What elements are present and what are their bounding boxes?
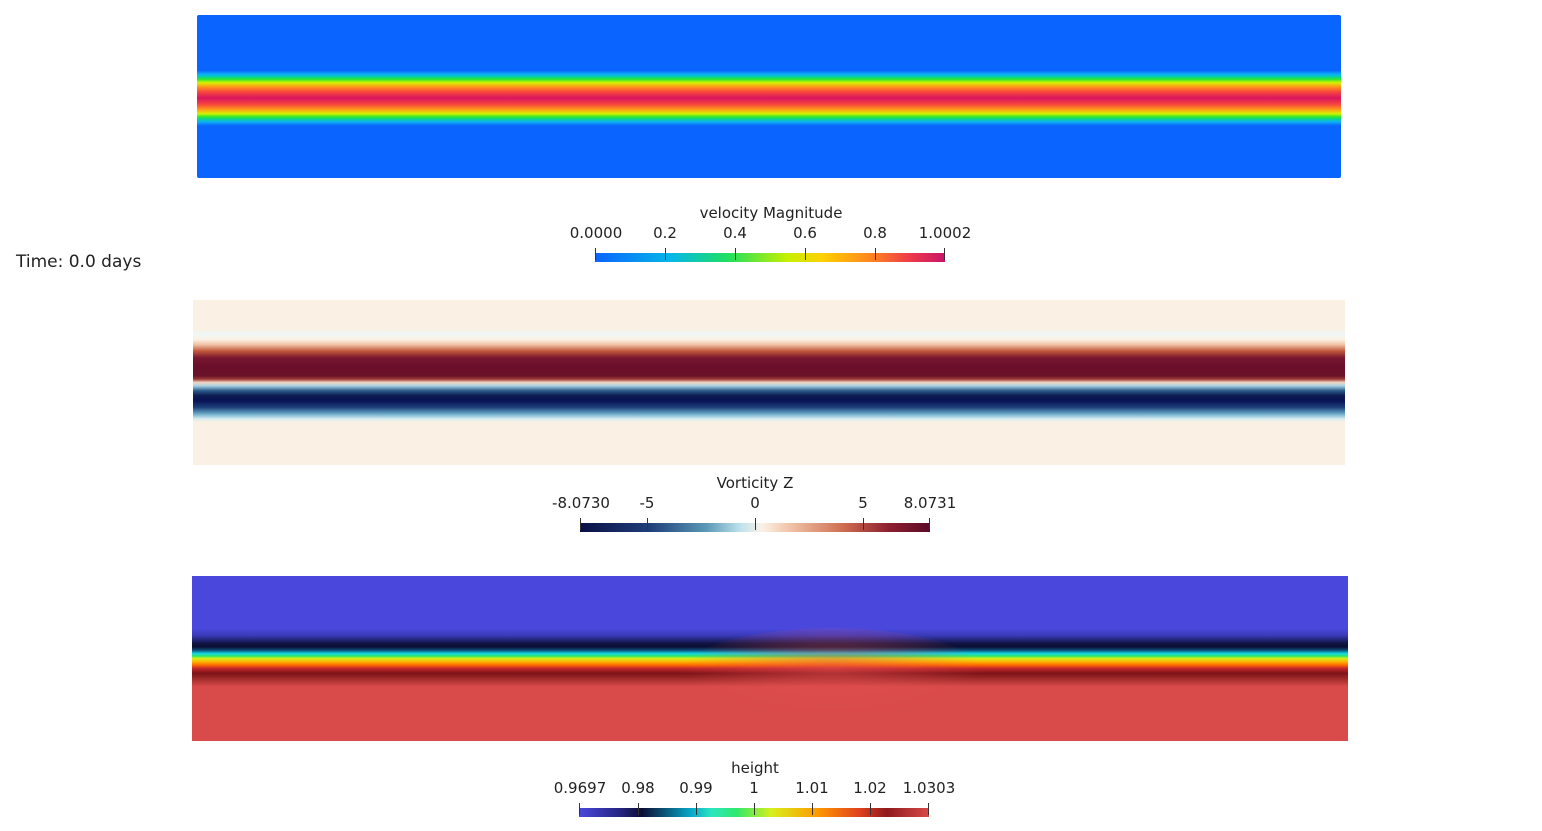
velocity-tick-label: 0.2 <box>653 224 677 242</box>
velocity-tick-mark <box>665 248 666 260</box>
vorticity-tick-label: -5 <box>639 494 655 512</box>
height-tick-mark <box>928 803 929 815</box>
velocity-tick-mark <box>805 248 806 260</box>
vorticity-tick-mark <box>755 518 756 530</box>
height-tick-label: 0.9697 <box>553 779 607 797</box>
height-field <box>192 576 1348 741</box>
velocity-tick-label: 0.4 <box>723 224 747 242</box>
height-field-perturbation <box>682 628 982 718</box>
vorticity-tick-label: 5 <box>858 494 868 512</box>
height-colorbar-title: height <box>731 759 779 777</box>
vorticity-tick-label: -8.0730 <box>552 494 610 512</box>
height-tick-mark <box>579 803 580 815</box>
vorticity-z-field <box>193 300 1345 465</box>
height-tick-label: 0.98 <box>621 779 655 797</box>
velocity-tick-label: 0.8 <box>863 224 887 242</box>
height-tick-mark <box>696 803 697 815</box>
velocity-colorbar <box>595 253 945 262</box>
velocity-tick-mark <box>735 248 736 260</box>
height-tick-mark <box>812 803 813 815</box>
velocity-tick-mark <box>595 248 596 260</box>
height-tick-label: 0.99 <box>679 779 713 797</box>
velocity-colorbar-title: velocity Magnitude <box>699 204 843 222</box>
velocity-tick-label: 0.6 <box>793 224 817 242</box>
height-tick-label: 1.01 <box>795 779 829 797</box>
vorticity-tick-mark <box>580 518 581 530</box>
vorticity-tick-mark <box>929 518 930 530</box>
vorticity-tick-mark <box>647 518 648 530</box>
velocity-tick-label: 1.0002 <box>918 224 972 242</box>
height-tick-label: 1.02 <box>853 779 887 797</box>
velocity-tick-mark <box>875 248 876 260</box>
time-label: Time: 0.0 days <box>16 252 142 272</box>
height-tick-label: 1.0303 <box>902 779 956 797</box>
vorticity-tick-mark <box>863 518 864 530</box>
height-tick-mark <box>638 803 639 815</box>
vorticity-tick-label: 0 <box>750 494 760 512</box>
velocity-tick-label: 0.0000 <box>569 224 623 242</box>
height-tick-mark <box>754 803 755 815</box>
velocity-tick-mark <box>944 248 945 260</box>
vorticity-tick-label: 8.0731 <box>903 494 957 512</box>
height-tick-label: 1 <box>749 779 759 797</box>
vorticity-colorbar-title: Vorticity Z <box>716 474 794 492</box>
velocity-magnitude-field <box>197 15 1341 178</box>
height-tick-mark <box>870 803 871 815</box>
